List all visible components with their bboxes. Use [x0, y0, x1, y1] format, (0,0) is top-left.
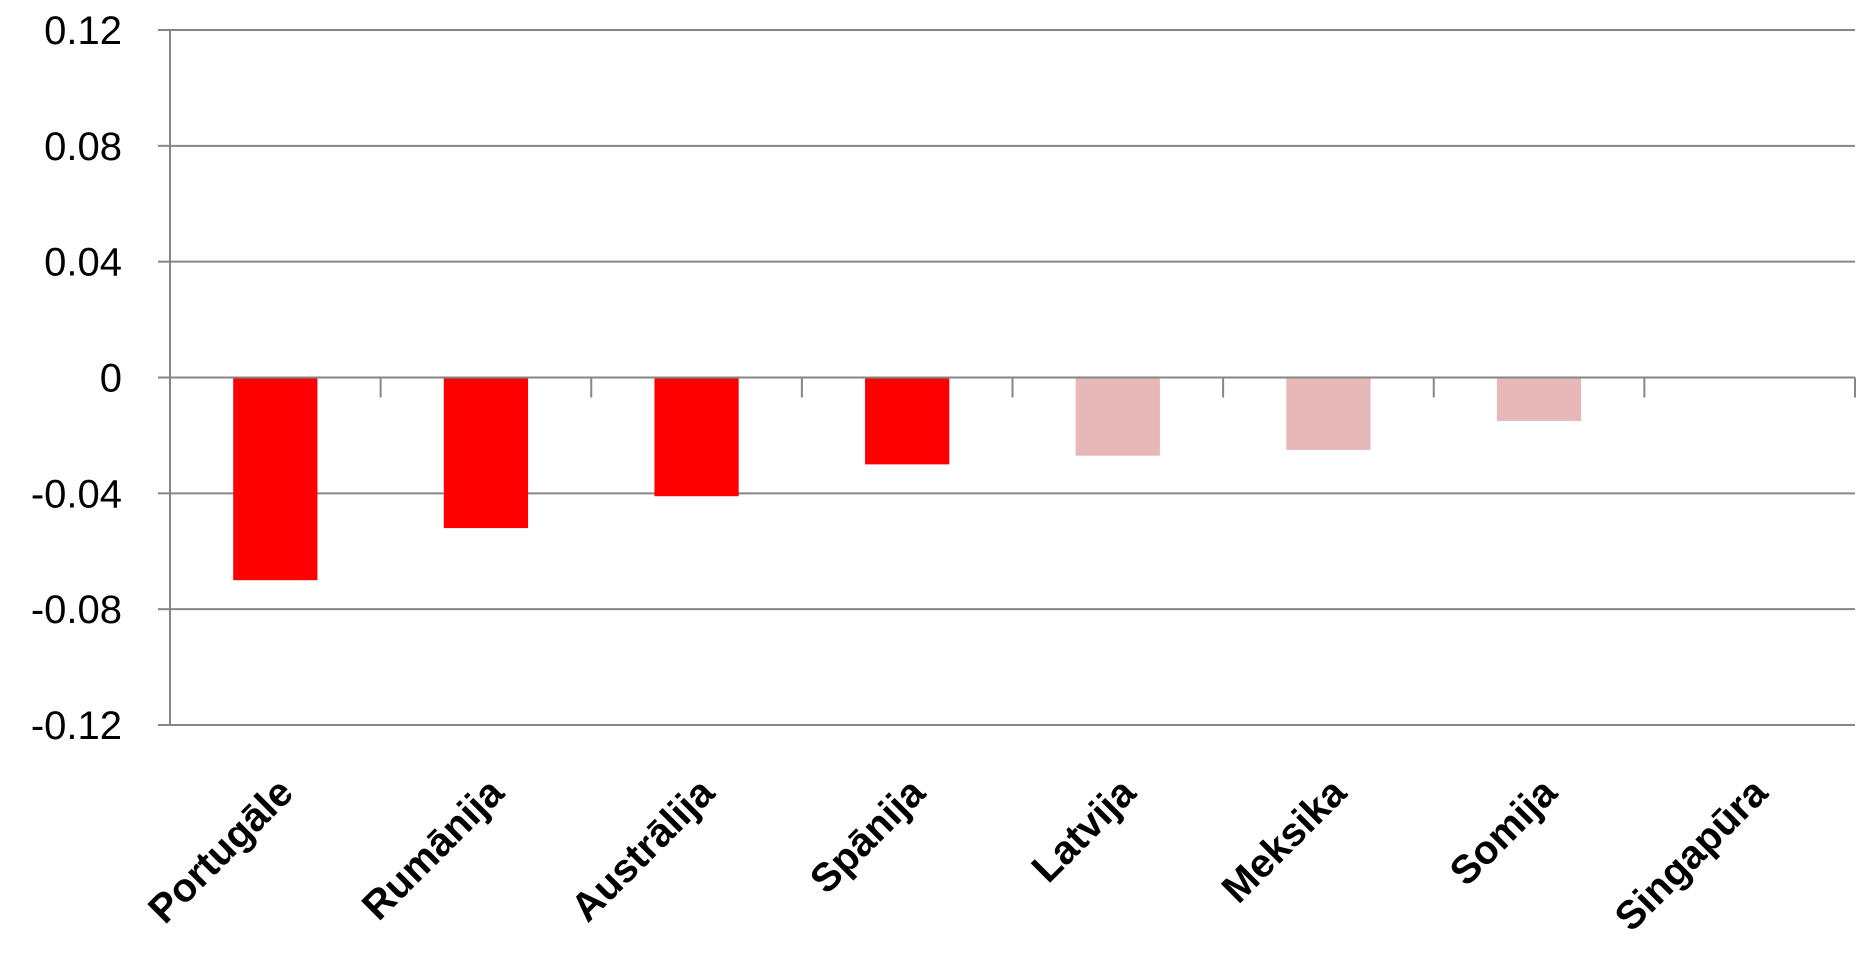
y-tick-label: 0.08 [44, 125, 122, 169]
bar-4 [865, 377, 950, 465]
x-tick-labels: Portugāle Rumānija Austrālija Spānija Latvij… [140, 770, 1776, 940]
bar-1 [233, 377, 318, 581]
y-tick-label: 0.12 [44, 9, 122, 53]
x-tick-label: Latvija [1023, 770, 1144, 891]
x-tick-label: Austrālija [563, 770, 724, 931]
bar-2 [443, 377, 529, 529]
bar-7 [1496, 377, 1582, 421]
x-tick-label: Portugāle [140, 770, 302, 932]
x-tick-label: Meksika [1214, 770, 1356, 912]
x-tick-label: Somija [1442, 770, 1566, 894]
bars [233, 377, 1582, 581]
bar-5 [1075, 377, 1160, 456]
y-tick-label: -0.12 [31, 704, 122, 748]
y-tick-label: 0 [100, 357, 122, 401]
x-tick-label: Singapūra [1607, 770, 1777, 940]
x-tick-label: Rumānija [354, 770, 513, 929]
y-tick-label: -0.08 [31, 588, 122, 632]
bar-3 [654, 377, 739, 497]
y-tick-label: -0.04 [31, 472, 122, 516]
x-tick-label: Spānija [802, 770, 934, 902]
axes [158, 29, 1856, 726]
y-tick-label: 0.04 [44, 241, 122, 285]
y-tick-labels: 0.12 0.08 0.04 0 -0.04 -0.08 -0.12 [31, 9, 122, 748]
bar-6 [1286, 377, 1371, 450]
